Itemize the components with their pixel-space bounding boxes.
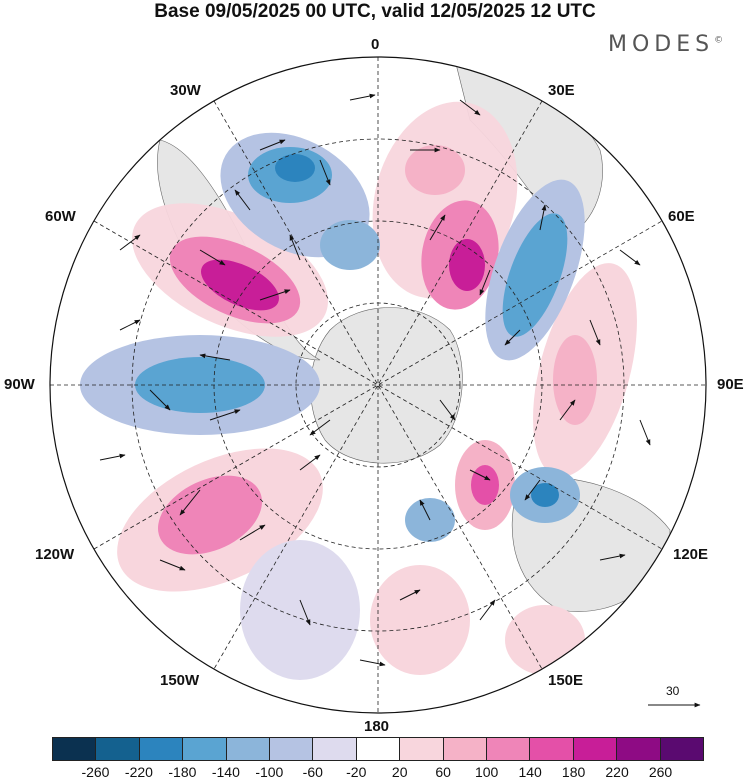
lon-label-120w: 120W — [35, 546, 75, 563]
anomaly-negative — [240, 540, 360, 680]
colorbar-tick-label: 60 — [435, 764, 451, 780]
anomaly-positive — [505, 605, 585, 675]
lon-label-0: 0 — [371, 36, 380, 53]
colorbar-swatch — [139, 738, 184, 760]
colorbar-swatch — [660, 738, 704, 760]
lon-label-30w: 30W — [170, 82, 201, 99]
colorbar-tick-label: -100 — [255, 764, 284, 780]
anomaly-field — [50, 57, 706, 713]
colorbar-swatch — [183, 738, 227, 760]
colorbar-tick-label: -260 — [81, 764, 110, 780]
lon-label-90w: 90W — [4, 376, 35, 393]
colorbar-tick-label: 260 — [648, 764, 673, 780]
anomaly-positive — [370, 565, 470, 675]
colorbar-tick-label: 220 — [605, 764, 629, 780]
map-border — [49, 56, 707, 714]
anomaly-positive — [201, 259, 279, 311]
colorbar-tick-label: -180 — [168, 764, 197, 780]
brand-logo: MODES© — [608, 32, 723, 57]
anomaly-positive — [158, 475, 262, 555]
brand-name: MODES — [608, 32, 715, 57]
colorbar-tick-label: -60 — [302, 764, 323, 780]
anomaly-negative — [531, 483, 559, 507]
colorbar-swatch — [270, 738, 314, 760]
colorbar-swatch — [400, 738, 444, 760]
colorbar-tick-label: 140 — [518, 764, 542, 780]
lon-label-150w: 150W — [160, 672, 200, 689]
lon-label-120e: 120E — [673, 546, 709, 563]
anomaly-positive — [405, 145, 465, 195]
colorbar-tick-label: 100 — [474, 764, 499, 780]
map-title: Base 09/05/2025 00 UTC, valid 12/05/2025… — [154, 1, 596, 22]
colorbar-swatch — [487, 738, 531, 760]
reference-vector-label: 30 — [666, 684, 680, 698]
colorbar-swatch — [96, 738, 140, 760]
colorbar-swatch — [313, 738, 357, 760]
colorbar-tick-label: 180 — [561, 764, 586, 780]
anomaly-negative — [320, 220, 380, 270]
colorbar-swatch — [443, 738, 488, 760]
colorbar — [52, 737, 704, 761]
lon-label-60e: 60E — [668, 208, 695, 225]
lon-label-90e: 90E — [717, 376, 744, 393]
colorbar-tick-label: 20 — [391, 764, 408, 780]
lon-label-30e: 30E — [548, 82, 575, 99]
anomaly-positive — [471, 465, 499, 505]
colorbar-swatch — [573, 738, 618, 760]
colorbar-swatch — [53, 738, 97, 760]
colorbar-tick-label: -220 — [124, 764, 153, 780]
colorbar-tick-label: -140 — [211, 764, 240, 780]
lon-label-60w: 60W — [45, 208, 76, 225]
lon-label-180: 180 — [364, 718, 390, 735]
anomaly-negative — [502, 213, 568, 337]
anomaly-negative — [275, 154, 315, 182]
anomaly-positive — [449, 239, 485, 291]
wind-vectors — [99, 93, 651, 667]
lon-label-150e: 150E — [548, 672, 584, 689]
copyright-mark: © — [714, 35, 724, 46]
graticule — [50, 57, 706, 713]
colorbar-swatch — [356, 738, 401, 760]
colorbar-swatch — [530, 738, 574, 760]
anomaly-positive — [553, 335, 597, 425]
colorbar-tick-label: -20 — [346, 764, 367, 780]
colorbar-swatch — [617, 738, 661, 760]
colorbar-swatch — [226, 738, 271, 760]
